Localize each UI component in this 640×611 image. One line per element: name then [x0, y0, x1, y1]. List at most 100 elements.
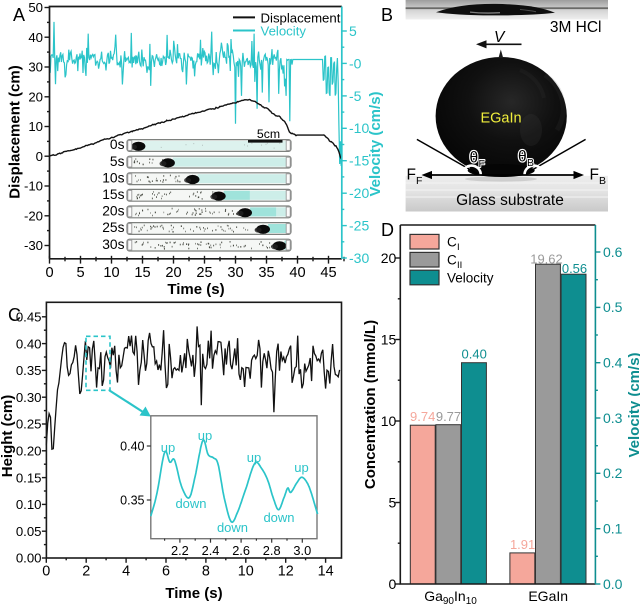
svg-text:0.40: 0.40 [120, 440, 144, 454]
svg-text:10: 10 [381, 413, 397, 429]
svg-text:-25: -25 [349, 218, 369, 234]
svg-text:0.56: 0.56 [562, 261, 587, 276]
svg-text:20s: 20s [102, 204, 124, 219]
svg-text:0.3: 0.3 [603, 410, 623, 426]
svg-text:II: II [457, 260, 462, 271]
svg-text:Displacement (cm): Displacement (cm) [7, 65, 24, 198]
svg-text:-0: -0 [349, 55, 362, 71]
svg-text:5: 5 [349, 23, 357, 39]
svg-text:Time (s): Time (s) [165, 585, 222, 602]
svg-text:-30: -30 [349, 250, 369, 266]
svg-text:2.4: 2.4 [202, 543, 220, 558]
svg-text:-10: -10 [24, 179, 43, 194]
svg-text:V: V [494, 29, 506, 46]
svg-text:0.5: 0.5 [603, 299, 623, 315]
svg-text:0.40: 0.40 [16, 336, 42, 351]
svg-text:40: 40 [28, 30, 43, 45]
svg-text:40: 40 [289, 265, 305, 281]
svg-text:3.0: 3.0 [293, 543, 311, 558]
svg-text:up: up [247, 450, 261, 465]
svg-text:0.35: 0.35 [16, 363, 42, 378]
svg-text:θ: θ [470, 150, 479, 167]
svg-text:Velocity (cm/s): Velocity (cm/s) [626, 352, 640, 457]
svg-text:10s: 10s [102, 170, 124, 185]
svg-text:0.45: 0.45 [16, 310, 42, 325]
svg-text:0.1: 0.1 [603, 521, 623, 537]
svg-text:C: C [447, 253, 457, 268]
svg-text:0.00: 0.00 [16, 551, 42, 566]
svg-text:2.2: 2.2 [171, 543, 189, 558]
svg-text:F: F [590, 167, 599, 184]
svg-text:10: 10 [28, 119, 43, 134]
svg-text:I: I [457, 242, 460, 253]
svg-text:4: 4 [122, 564, 130, 580]
svg-text:6: 6 [162, 564, 170, 580]
svg-text:F: F [479, 158, 485, 170]
svg-text:down: down [217, 520, 248, 535]
svg-text:B: B [527, 157, 534, 169]
svg-text:up: up [198, 428, 212, 443]
svg-text:Velocity (cm/s): Velocity (cm/s) [367, 91, 384, 196]
svg-text:0.25: 0.25 [16, 417, 42, 432]
svg-text:down: down [263, 510, 294, 525]
svg-text:20: 20 [381, 250, 397, 266]
svg-text:-10: -10 [349, 120, 369, 136]
svg-text:0.35: 0.35 [120, 494, 144, 508]
svg-text:F: F [416, 175, 422, 187]
svg-text:5: 5 [389, 494, 397, 510]
svg-text:C: C [8, 305, 21, 325]
svg-text:down: down [175, 496, 206, 511]
svg-text:0: 0 [42, 564, 50, 580]
svg-text:9.74: 9.74 [410, 409, 435, 424]
svg-text:2: 2 [82, 564, 90, 580]
svg-text:Velocity: Velocity [447, 270, 494, 285]
svg-text:5: 5 [76, 265, 84, 281]
svg-text:up: up [161, 440, 175, 455]
svg-text:10: 10 [238, 564, 254, 580]
svg-text:Height (cm): Height (cm) [0, 395, 16, 478]
svg-text:0.2: 0.2 [603, 465, 623, 481]
svg-text:10: 10 [103, 265, 119, 281]
svg-text:up: up [294, 460, 308, 475]
svg-text:15: 15 [134, 265, 150, 281]
svg-text:Time (s): Time (s) [167, 281, 224, 298]
svg-text:20: 20 [165, 265, 181, 281]
svg-text:0: 0 [45, 265, 53, 281]
svg-text:30s: 30s [102, 237, 124, 252]
svg-text:14: 14 [318, 564, 334, 580]
svg-text:15: 15 [381, 331, 397, 347]
svg-text:-20: -20 [349, 185, 369, 201]
svg-text:5cm: 5cm [257, 127, 280, 141]
svg-text:-30: -30 [24, 238, 43, 253]
svg-text:25: 25 [196, 265, 212, 281]
svg-text:1.91: 1.91 [510, 537, 535, 552]
svg-text:2.8: 2.8 [263, 543, 281, 558]
svg-text:15s: 15s [102, 187, 124, 202]
svg-text:-5: -5 [349, 88, 362, 104]
svg-text:0.20: 0.20 [16, 444, 42, 459]
svg-text:8: 8 [202, 564, 210, 580]
svg-text:25s: 25s [102, 220, 124, 235]
svg-text:9.77: 9.77 [436, 409, 461, 424]
svg-text:20: 20 [28, 90, 43, 105]
svg-text:35: 35 [258, 265, 274, 281]
svg-text:-20: -20 [24, 208, 43, 223]
svg-text:2.6: 2.6 [232, 543, 250, 558]
svg-text:0.4: 0.4 [603, 355, 623, 371]
svg-text:0.40: 0.40 [462, 347, 487, 362]
svg-text:5s: 5s [110, 154, 125, 169]
svg-text:B: B [381, 5, 393, 25]
svg-text:A: A [13, 5, 25, 25]
svg-text:19.62: 19.62 [530, 251, 563, 266]
svg-text:30: 30 [28, 60, 43, 75]
svg-text:3M HCl: 3M HCl [550, 19, 602, 36]
svg-text:0.05: 0.05 [16, 524, 42, 539]
svg-text:0s: 0s [110, 137, 125, 152]
svg-text:B: B [599, 175, 606, 187]
svg-text:0: 0 [389, 576, 397, 592]
svg-text:30: 30 [227, 265, 243, 281]
svg-text:Ga90In10: Ga90In10 [424, 588, 477, 607]
svg-text:Velocity: Velocity [261, 24, 307, 39]
svg-text:0.0: 0.0 [603, 576, 623, 592]
svg-text:EGaIn: EGaIn [480, 111, 521, 127]
